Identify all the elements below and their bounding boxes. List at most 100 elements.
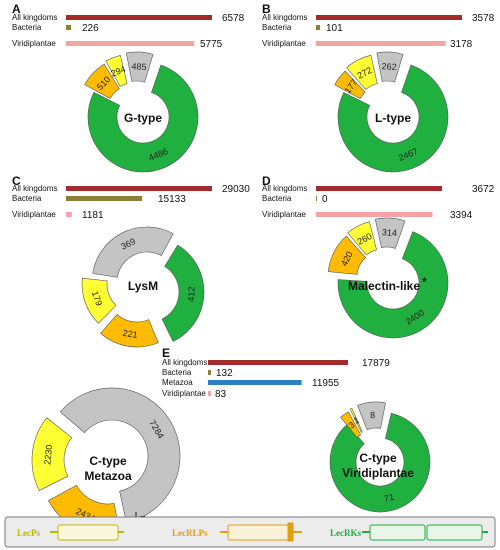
bar-label-viridiplantae-c: Viridiplantae	[12, 210, 56, 219]
panel-letter-e: E	[162, 346, 170, 360]
donut-segment-green	[329, 412, 431, 513]
donut-segment-yellow	[31, 417, 73, 491]
donut-segment-orange	[84, 63, 120, 99]
donut-segment-value: 3	[347, 420, 357, 431]
bar-label-bacteria-b: Bacteria	[262, 23, 292, 32]
bar-value-all-kingdoms-b: 3578	[472, 13, 495, 24]
panel-b: B All kingdoms 3578 Bacteria 101 Viridip…	[262, 2, 495, 173]
bar-viridiplantae-b	[316, 41, 446, 46]
donut-center-label-e2-line2: Viridiplantae	[342, 466, 414, 480]
legend-label-lecps: LecPs	[17, 528, 40, 538]
donut-segment-value: 262	[381, 61, 397, 72]
bar-label-viridiplantae-a: Viridiplantae	[12, 39, 56, 48]
bar-metazoa-e	[208, 380, 302, 385]
bar-value-viridiplantae-d: 3394	[450, 210, 473, 221]
bar-label-viridiplantae-e: Viridiplantae	[162, 389, 206, 398]
bar-bacteria-e	[208, 370, 211, 375]
donut-segment-value: 2230	[42, 444, 54, 465]
bar-label-metazoa-e: Metazoa	[162, 378, 193, 387]
bar-value-bacteria-a: 226	[82, 23, 99, 34]
bar-viridiplantae-d	[316, 212, 433, 217]
donut-center-label-a: G-type	[124, 111, 162, 125]
panel-d: D All kingdoms 3672 Bacteria 0 Viridipla…	[262, 174, 495, 339]
panel-c: C All kingdoms 29030 Bacteria 15133 Viri…	[12, 174, 250, 348]
bar-label-all-kingdoms-e: All kingdoms	[162, 358, 207, 367]
bar-all-kingdoms-e	[208, 360, 348, 365]
bar-value-viridiplantae-a: 5775	[200, 39, 223, 50]
donut-center-label-b: L-type	[375, 111, 411, 125]
donut-segment-green	[87, 64, 199, 173]
bar-all-kingdoms-a	[66, 15, 212, 20]
legend: LecPs LecRLPs LecRKs	[4, 516, 496, 548]
bar-bacteria-a	[66, 25, 71, 30]
bar-value-bacteria-b: 101	[326, 23, 343, 34]
donut-segment-orange	[100, 314, 159, 348]
donut-segment-yellow	[81, 277, 117, 324]
bar-value-bacteria-e: 132	[216, 368, 233, 379]
donut-center-label-d: Malectin-like	[348, 279, 420, 293]
donut-segment-yellow	[347, 221, 377, 256]
panel-a: A All kingdoms 6578 Bacteria 226 Viridip…	[12, 2, 245, 173]
bar-label-bacteria-a: Bacteria	[12, 23, 42, 32]
donut-center-label-e1-line1: C-type	[89, 454, 127, 468]
panel-letter-d: D	[262, 174, 271, 188]
donut-segment-value: 485	[131, 61, 147, 72]
lecrlps-icon	[220, 522, 302, 542]
bar-value-all-kingdoms-e: 17879	[362, 358, 390, 369]
bar-label-all-kingdoms-a: All kingdoms	[12, 13, 57, 22]
donut-segment-green	[337, 231, 449, 339]
bar-label-viridiplantae-b: Viridiplantae	[262, 39, 306, 48]
donut-c-type-viridiplantae: 71 31 8	[329, 401, 431, 513]
donut-segment-value: 1	[352, 415, 361, 426]
bar-label-bacteria-d: Bacteria	[262, 194, 292, 203]
donut-center-label-e2-line1: C-type	[359, 451, 397, 465]
bar-value-metazoa-e: 11955	[312, 378, 340, 389]
bar-viridiplantae-e	[208, 391, 211, 396]
donut-segment-orange	[334, 70, 366, 100]
donut-segment-yellow	[349, 407, 363, 433]
bar-label-bacteria-c: Bacteria	[12, 194, 42, 203]
donut-segment-orange	[327, 235, 367, 275]
bar-label-all-kingdoms-c: All kingdoms	[12, 184, 57, 193]
bar-value-all-kingdoms-a: 6578	[222, 13, 245, 24]
bar-bacteria-c	[66, 196, 143, 201]
donut-segment-gray	[125, 51, 154, 83]
donut-segment-yellow	[346, 54, 378, 90]
bar-all-kingdoms-b	[316, 15, 462, 20]
bar-value-bacteria-d: 0	[322, 194, 328, 205]
legend-label-lecrks: LecRKs	[330, 528, 361, 538]
lecps-icon	[50, 524, 124, 541]
donut-segment-green	[161, 244, 205, 342]
donut-segment-gray	[357, 401, 386, 431]
bar-bacteria-d	[316, 196, 317, 201]
donut-segment-value: 314	[382, 227, 398, 238]
donut-segment-gray	[92, 226, 174, 278]
donut-segment-value: 221	[122, 328, 138, 340]
donut-segment-value: 412	[186, 286, 197, 302]
panel-letter-a: A	[12, 2, 21, 16]
donut-segment-value: 179	[90, 290, 105, 308]
donut-segment-value: 8	[370, 410, 376, 420]
donut-center-label-e1-line2: Metazoa	[84, 469, 132, 483]
bar-viridiplantae-a	[66, 41, 195, 46]
donut-segment-gray	[376, 51, 404, 83]
donut-segment-gray	[59, 387, 181, 523]
bar-viridiplantae-c	[66, 212, 72, 217]
bar-label-viridiplantae-d: Viridiplantae	[262, 210, 306, 219]
bar-value-viridiplantae-e: 83	[215, 389, 227, 400]
bar-value-all-kingdoms-c: 29030	[222, 184, 250, 195]
bar-all-kingdoms-d	[316, 186, 442, 191]
bar-label-bacteria-e: Bacteria	[162, 368, 192, 377]
bar-label-all-kingdoms-d: All kingdoms	[262, 184, 307, 193]
legend-label-lecrlps: LecRLPs	[172, 528, 208, 538]
panel-letter-c: C	[12, 174, 21, 188]
bar-label-all-kingdoms-b: All kingdoms	[262, 13, 307, 22]
panel-e: E All kingdoms 17879 Bacteria 132 Metazo…	[31, 346, 431, 537]
donut-segment-orange	[340, 411, 362, 438]
bar-value-viridiplantae-b: 3178	[450, 39, 473, 50]
